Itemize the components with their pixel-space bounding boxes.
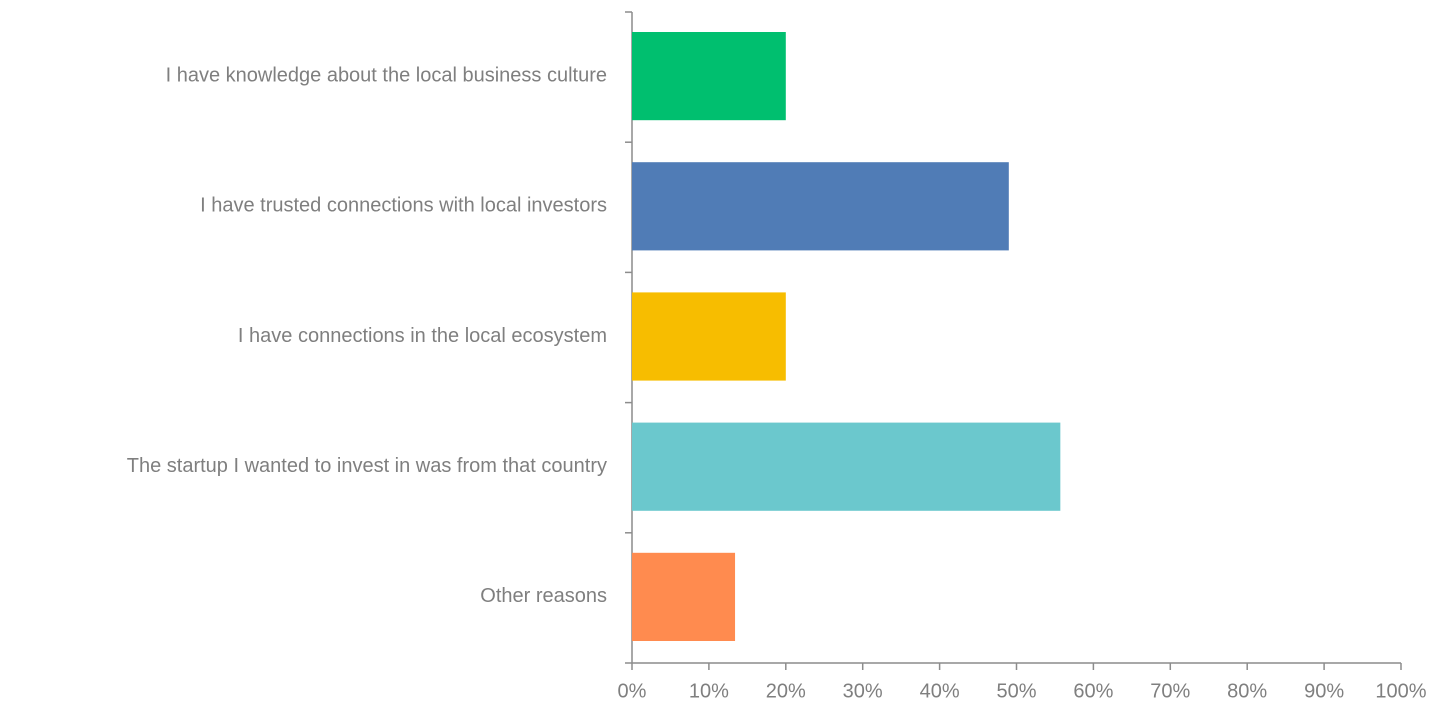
x-tick-label: 50% — [996, 680, 1036, 702]
y-tick-label: The startup I wanted to invest in was fr… — [127, 455, 607, 477]
x-tick-label: 70% — [1150, 680, 1190, 702]
x-tick-label: 20% — [766, 680, 806, 702]
y-tick-label: Other reasons — [480, 585, 607, 607]
y-tick-label: I have trusted connections with local in… — [200, 195, 607, 217]
x-tick-label: 100% — [1375, 680, 1426, 702]
x-tick-label: 30% — [843, 680, 883, 702]
bar — [632, 162, 1009, 251]
y-tick-label: I have connections in the local ecosyste… — [238, 325, 607, 347]
bar — [632, 32, 786, 121]
x-tick-label: 40% — [920, 680, 960, 702]
x-tick-label: 0% — [618, 680, 647, 702]
x-tick-label: 60% — [1073, 680, 1113, 702]
bar — [632, 552, 736, 641]
x-tick-label: 90% — [1304, 680, 1344, 702]
bar — [632, 292, 786, 381]
bar — [632, 422, 1061, 511]
x-tick-label: 80% — [1227, 680, 1267, 702]
y-tick-label: I have knowledge about the local busines… — [166, 64, 607, 86]
x-tick-label: 10% — [689, 680, 729, 702]
